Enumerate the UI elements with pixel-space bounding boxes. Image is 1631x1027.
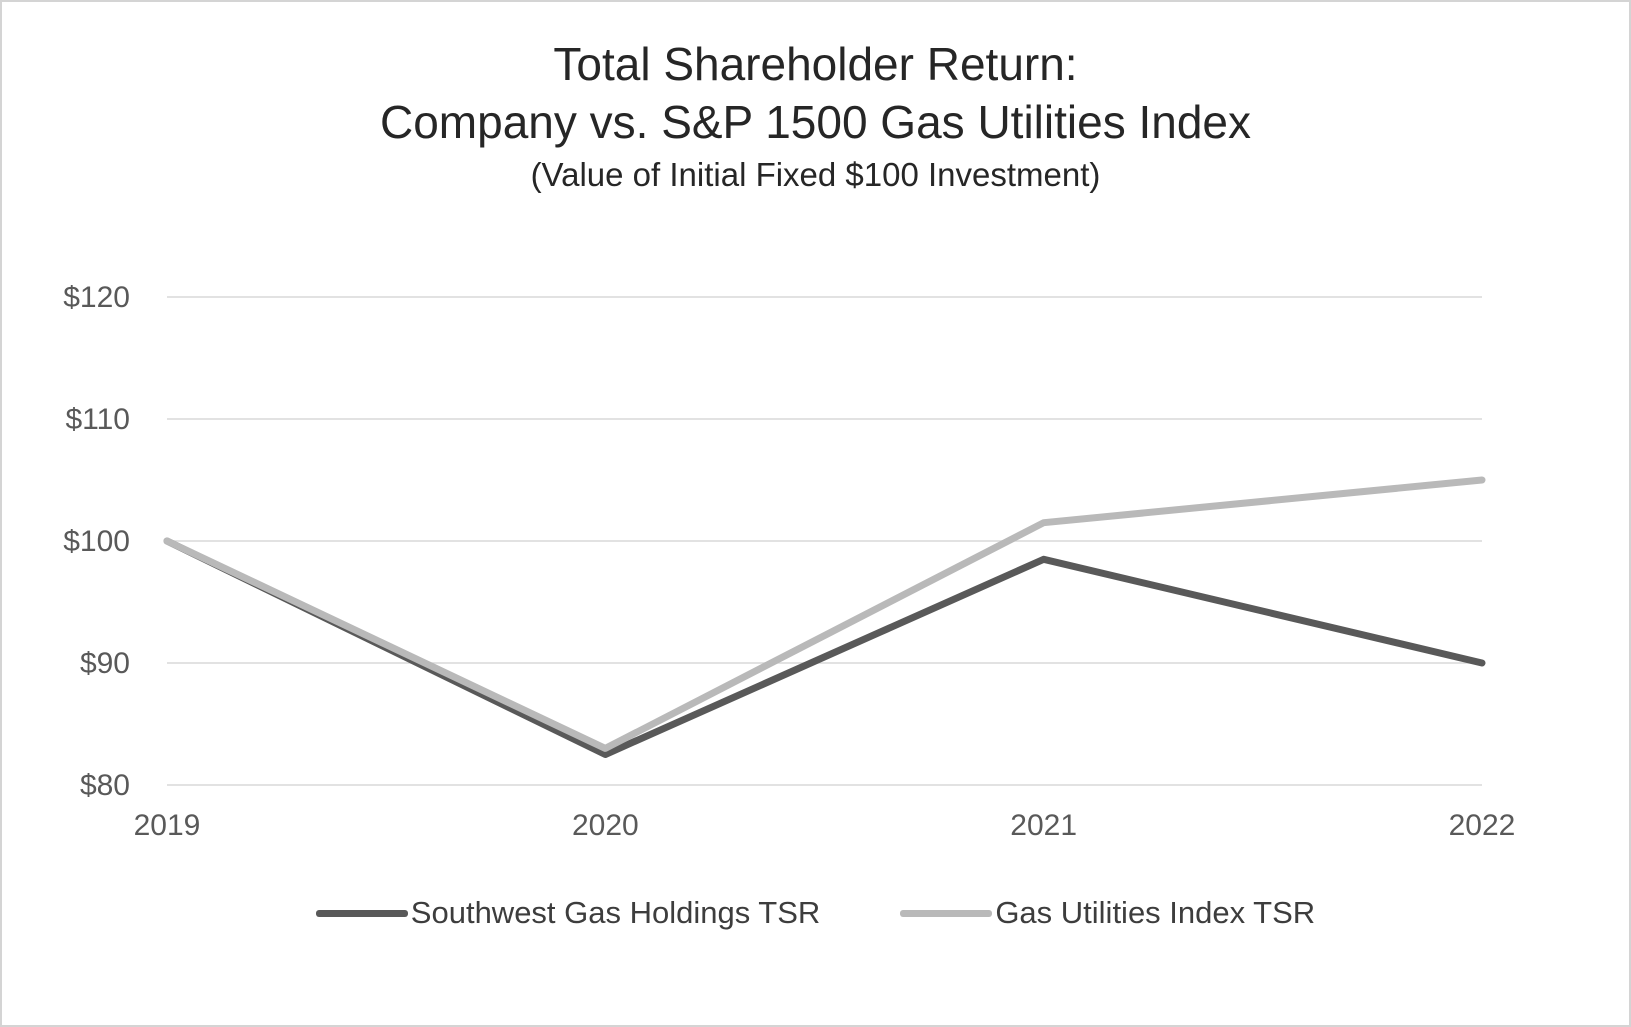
legend-item-southwest-gas-holdings-tsr: Southwest Gas Holdings TSR — [315, 895, 821, 931]
legend-label-index: Gas Utilities Index TSR — [995, 895, 1316, 930]
chart-legend: Southwest Gas Holdings TSR Gas Utilities… — [2, 895, 1629, 931]
legend-item-gas-utilities-index-tsr: Gas Utilities Index TSR — [900, 895, 1315, 931]
x-tick-label: 2022 — [1449, 809, 1516, 842]
series-line-southwest-gas-holdings-tsr — [163, 537, 1486, 758]
x-tick-label: 2019 — [134, 809, 201, 842]
chart-title-line-2: Company vs. S&P 1500 Gas Utilities Index — [379, 95, 1251, 148]
x-tick-label: 2020 — [572, 809, 639, 842]
legend-label-southwest: Southwest Gas Holdings TSR — [410, 895, 821, 930]
legend-line-swatch-southwest — [315, 909, 408, 917]
legend-line-swatch-index — [900, 909, 993, 917]
y-tick-label: $120 — [63, 281, 130, 314]
chart-header: Total Shareholder Return: Company vs. S&… — [2, 36, 1629, 199]
x-tick-label: 2021 — [1010, 809, 1077, 842]
y-tick-label: $90 — [80, 647, 130, 680]
chart-subtitle: (Value of Initial Fixed $100 Investment) — [530, 156, 1101, 193]
chart-title-line-1: Total Shareholder Return: — [553, 38, 1078, 90]
y-tick-label: $80 — [80, 769, 130, 802]
y-tick-label: $110 — [65, 403, 130, 436]
y-tick-label: $100 — [63, 525, 130, 558]
series-line-gas-utilities-index-tsr — [163, 476, 1486, 752]
